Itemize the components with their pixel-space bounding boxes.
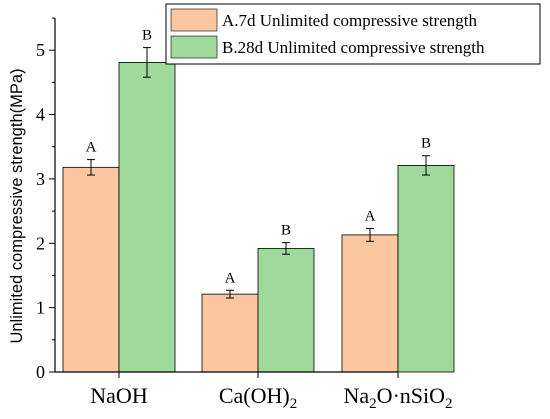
legend-swatch-a: [170, 8, 218, 32]
bar-b-2: [397, 164, 455, 373]
y-tick-label-5: 5: [36, 40, 45, 60]
bar-b-1: [257, 248, 315, 373]
legend-label-a: A.7d Unlimited compressive strength: [222, 11, 477, 30]
bar-a-1: [201, 293, 259, 373]
y-tick-label-1: 1: [36, 298, 45, 318]
y-tick-label-3: 3: [36, 169, 45, 189]
legend-label-b: B.28d Unlimited compressive strength: [222, 38, 485, 57]
y-tick-label-0: 0: [36, 362, 45, 382]
bar-letters-group: A A A B B B: [86, 28, 431, 287]
bar-b-0: [118, 62, 176, 373]
bar-letter-b-0: B: [142, 28, 152, 44]
bars-group: [62, 62, 455, 373]
bar-letter-a-0: A: [86, 140, 97, 156]
y-axis-label: Unlimited compressive strength(MPa): [8, 68, 26, 343]
y-tick-label-2: 2: [36, 233, 45, 253]
bar-a-2: [341, 234, 399, 373]
error-bars-group: [87, 47, 430, 299]
x-tick-label-na2o-nsio2: Na2O·nSiO2: [343, 383, 452, 412]
bar-a-0: [62, 166, 120, 373]
bar-letter-a-2: A: [365, 208, 376, 224]
legend-frame: [165, 3, 541, 65]
bar-letter-b-2: B: [421, 136, 431, 152]
legend-swatch-b: [170, 35, 218, 59]
x-tick-label-caoh2: Ca(OH)2: [219, 383, 297, 412]
x-tick-label-naoh: NaOH: [90, 383, 148, 408]
y-tick-label-4: 4: [36, 105, 45, 125]
y-ticks-group: 0 1 2 3 4 5: [36, 17, 399, 382]
bar-letter-b-1: B: [281, 223, 291, 239]
bar-letter-a-1: A: [225, 270, 236, 286]
legend: A.7d Unlimited compressive strength B.28…: [165, 3, 541, 65]
